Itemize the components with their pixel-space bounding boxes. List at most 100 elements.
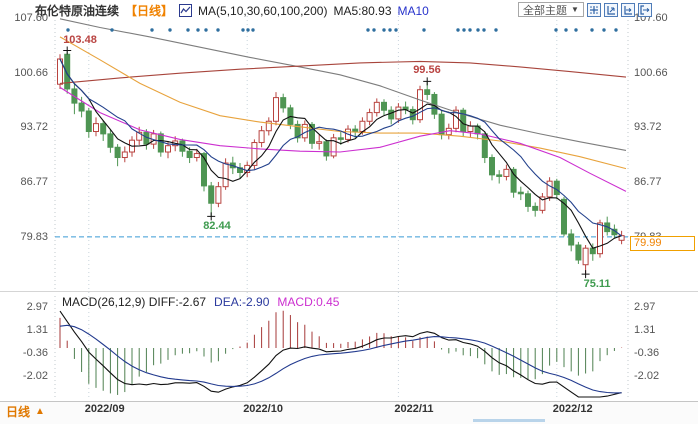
candle-down (280, 97, 287, 109)
event-dot (590, 28, 594, 32)
price-annotation: 75.11 (583, 278, 611, 291)
event-dot (482, 28, 486, 32)
candle-up (258, 130, 265, 144)
candle-down (201, 153, 207, 187)
y-axis-tick-right: 93.72 (634, 121, 662, 134)
event-dot (110, 28, 114, 32)
price-annotation: 103.48 (63, 34, 97, 47)
event-dot (388, 28, 392, 32)
event-dot (204, 28, 208, 32)
extreme-cross-marker (63, 46, 72, 55)
candle-down (489, 157, 495, 176)
event-dot (564, 28, 568, 32)
macd-dea-line (59, 324, 622, 394)
candle-up (366, 112, 373, 122)
macd-tick-right: 2.97 (634, 300, 656, 313)
event-dot (241, 28, 245, 32)
candle-down (100, 123, 107, 135)
candle-down (107, 133, 114, 148)
candle-up (395, 106, 402, 120)
y-axis-tick-right: 100.66 (634, 66, 668, 79)
y-axis-tick-left: 107.60 (14, 12, 48, 24)
ma60-line (59, 36, 627, 170)
event-dot (251, 28, 255, 32)
candle-down (337, 137, 344, 140)
candle-down (157, 133, 164, 153)
event-dot (66, 28, 70, 32)
price-annotation: 82.44 (203, 220, 231, 233)
ma100-line (59, 60, 627, 84)
x-axis-month-label: 2022/09 (84, 403, 125, 415)
candle-up (330, 137, 337, 157)
period-tab-daily[interactable]: 日线 ▲ (6, 403, 45, 420)
event-dot (422, 28, 426, 32)
auto-scale-icon[interactable] (603, 2, 618, 17)
x-axis-band (0, 401, 698, 424)
macd-params-diff-label: MACD(26,12,9) DIFF:-2.67 (62, 295, 207, 309)
y-axis-tick-left: 93.72 (20, 121, 48, 134)
chart-header: 布伦特原油连续 【日线】 MA(5,10,30,60,100,200) MA5:… (35, 3, 429, 19)
candle-up (57, 58, 63, 85)
event-dot (554, 28, 558, 32)
macd-tick-left: 2.97 (26, 300, 48, 313)
extreme-cross-marker (581, 270, 590, 279)
period-tag: 【日线】 (125, 4, 174, 18)
candle-down (510, 168, 517, 193)
candle-up (265, 120, 272, 132)
candle-up (582, 247, 589, 266)
event-dot (186, 28, 190, 32)
candle-up (244, 164, 251, 173)
chart-toolbar: 全部主题 ▼ (518, 2, 652, 17)
period-tab-label: 日线 (6, 405, 31, 419)
x-axis-month-label: 2022/10 (243, 403, 283, 415)
candle-up (546, 180, 553, 198)
event-dot (476, 28, 480, 32)
candle-up (273, 97, 279, 122)
candle-up (93, 123, 99, 133)
candle-up (597, 222, 603, 255)
x-axis-month-label: 2022/11 (394, 403, 434, 415)
event-dot (372, 28, 376, 32)
candle-down (323, 141, 330, 157)
candle-up (467, 125, 474, 133)
last-price-label: 79.99 (630, 236, 695, 251)
event-dot (456, 28, 460, 32)
crosshair-icon[interactable] (586, 2, 601, 17)
macd-tick-left: -0.36 (22, 346, 48, 359)
pan-chart-icon[interactable] (620, 2, 635, 17)
x-axis-month-label: 2022/12 (552, 403, 593, 415)
candle-down (309, 123, 315, 144)
event-dot (394, 28, 398, 32)
event-dot (366, 28, 370, 32)
candle-down (388, 109, 395, 120)
ma200-line (59, 18, 627, 151)
candle-up (316, 141, 323, 144)
candle-up (301, 123, 308, 139)
y-axis-tick-left: 100.66 (14, 66, 48, 79)
candle-down (575, 244, 582, 261)
price-annotation: 99.56 (413, 64, 441, 77)
candle-up (251, 142, 258, 166)
candle-down (525, 193, 531, 207)
macd-tick-right: -0.36 (634, 346, 660, 359)
macd-value-label: MACD:0.45 (277, 295, 340, 309)
ma5-line (59, 58, 622, 249)
scrollbar-thumb[interactable] (473, 419, 545, 422)
candle-down (186, 150, 193, 159)
export-chart-icon[interactable] (637, 2, 652, 17)
theme-dropdown[interactable]: 全部主题 ▼ (518, 2, 584, 17)
candle-down (553, 180, 560, 196)
macd-header: MACD(26,12,9) DIFF:-2.67 DEA:-2.90 MACD:… (62, 295, 339, 309)
triangle-up-icon: ▲ (35, 406, 45, 417)
candle-up (222, 162, 229, 188)
candle-down (532, 205, 539, 211)
extreme-cross-marker (423, 77, 432, 86)
event-dot (216, 28, 220, 32)
symbol-name: 布伦特原油连续 (35, 4, 120, 18)
candle-down (561, 198, 567, 235)
event-dot (602, 28, 606, 32)
candle-up (165, 145, 171, 153)
candle-down (517, 191, 524, 195)
